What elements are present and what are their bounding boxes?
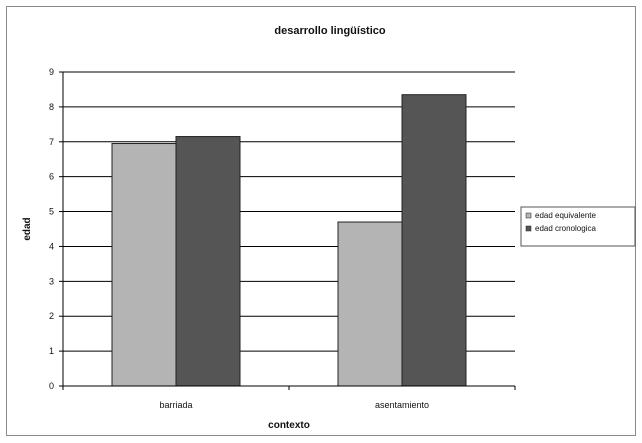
legend-swatch: [525, 212, 532, 219]
y-tick-label: 0: [49, 381, 54, 391]
y-tick-label: 6: [49, 172, 54, 182]
y-tick-label: 7: [49, 137, 54, 147]
legend-label: edad equivalente: [535, 211, 596, 220]
y-tick-label: 3: [49, 276, 54, 286]
y-tick-label: 1: [49, 346, 54, 356]
x-tick-label: barriada: [159, 400, 192, 410]
legend-box: [520, 206, 636, 247]
bar-edad-cronologica-barriada: [175, 136, 241, 387]
bar-edad-equivalente-barriada: [111, 143, 177, 387]
y-tick-label: 5: [49, 207, 54, 217]
y-tick-label: 4: [49, 241, 54, 251]
bars: [111, 94, 467, 387]
y-tick-label: 8: [49, 102, 54, 112]
chart-title: desarrollo lingüístico: [274, 25, 386, 37]
bar-edad-equivalente-asentamiento: [337, 221, 403, 387]
x-axis-label: contexto: [268, 420, 310, 431]
y-tick-labels: 0 1 2 3 4 5 6 7 8 9: [49, 67, 63, 391]
y-tick-label: 2: [49, 311, 54, 321]
bar-edad-cronologica-asentamiento: [401, 94, 467, 387]
legend: edad equivalente edad cronologica: [520, 206, 636, 247]
y-axis-label: edad: [22, 217, 33, 240]
legend-swatch: [525, 225, 532, 232]
x-tick-label: asentamiento: [375, 400, 429, 410]
y-tick-label: 9: [49, 67, 54, 77]
x-tick-labels: barriada asentamiento: [62, 386, 516, 410]
legend-label: edad cronologica: [535, 224, 596, 233]
